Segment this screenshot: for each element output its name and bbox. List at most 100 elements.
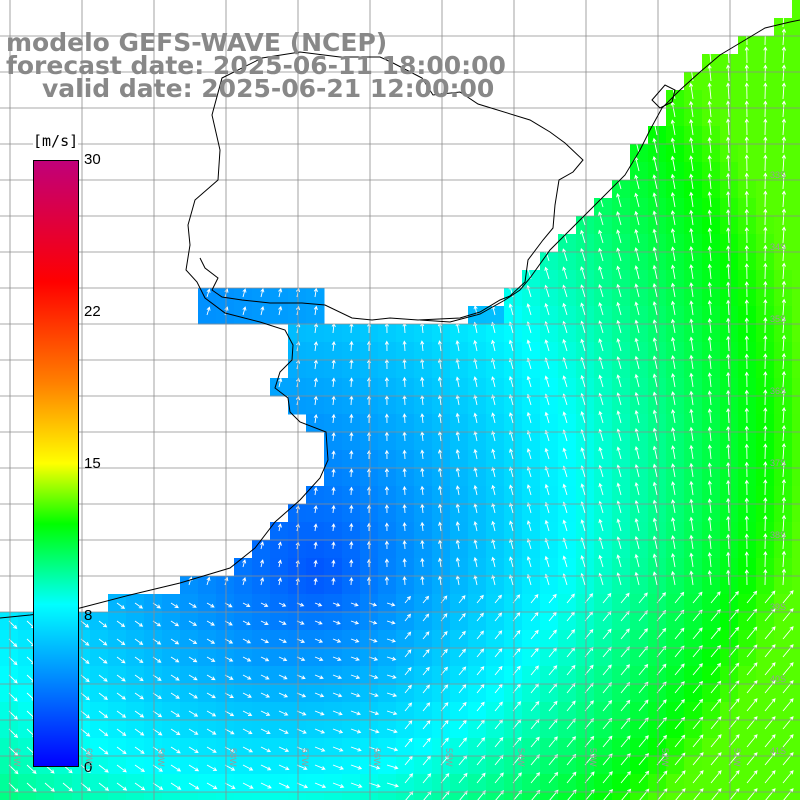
wind-speed-cell <box>468 486 487 505</box>
wind-speed-cell <box>486 774 505 793</box>
wind-speed-cell <box>504 378 523 397</box>
wind-speed-cell <box>594 360 613 379</box>
wind-arrow <box>656 699 667 712</box>
wind-arrow <box>710 716 722 730</box>
wind-arrow <box>656 609 667 622</box>
wind-arrow <box>670 210 676 226</box>
wind-arrow <box>689 426 694 442</box>
wind-speed-cell <box>630 594 649 613</box>
wind-speed-cell <box>792 270 800 289</box>
wind-speed-cell <box>738 324 757 343</box>
wind-speed-cell <box>594 306 613 325</box>
wind-speed-cell <box>432 576 451 595</box>
wind-arrow <box>134 746 145 754</box>
wind-speed-cell <box>612 576 631 595</box>
wind-speed-cell <box>792 108 800 127</box>
wind-speed-cell <box>738 162 757 181</box>
wind-arrow <box>491 304 496 316</box>
wind-speed-cell <box>720 396 739 415</box>
wind-speed-cell <box>792 216 800 235</box>
wind-speed-cell <box>702 306 721 325</box>
wind-arrow <box>548 771 559 784</box>
wind-speed-cell <box>612 414 631 433</box>
wind-arrow <box>598 229 604 244</box>
wind-arrow <box>458 684 467 694</box>
wind-arrow <box>402 485 407 496</box>
wind-arrow <box>242 306 247 316</box>
wind-speed-cell <box>792 594 800 613</box>
wind-speed-cell <box>666 90 685 109</box>
wind-arrow <box>726 263 731 280</box>
wind-arrow <box>620 699 631 712</box>
wind-speed-cell <box>720 360 739 379</box>
wind-speed-cell <box>666 540 685 559</box>
wind-speed-cell <box>720 414 739 433</box>
wind-arrow <box>116 710 127 718</box>
wind-speed-cell <box>702 90 721 109</box>
wind-arrow <box>744 335 749 352</box>
wind-arrow <box>152 782 164 790</box>
wind-arrow <box>744 28 749 46</box>
wind-speed-cell <box>792 396 800 415</box>
wind-arrow <box>530 772 541 784</box>
wind-speed-cell <box>612 486 631 505</box>
wind-arrow <box>652 445 658 460</box>
wind-arrow <box>332 710 343 716</box>
wind-arrow <box>116 746 127 755</box>
wind-arrow <box>349 431 354 442</box>
wind-arrow <box>455 394 460 406</box>
wind-arrow <box>152 764 163 772</box>
wind-speed-cell <box>558 450 577 469</box>
wind-arrow <box>781 568 787 586</box>
wind-arrow <box>781 442 786 460</box>
wind-speed-cell <box>468 522 487 541</box>
wind-arrow <box>349 413 354 424</box>
wind-speed-cell <box>774 594 793 613</box>
wind-arrow <box>170 674 180 681</box>
wind-speed-cell <box>738 522 757 541</box>
wind-speed-cell <box>684 90 703 109</box>
wind-speed-cell <box>342 468 361 487</box>
wind-speed-cell <box>720 630 739 649</box>
wind-speed-cell <box>522 324 541 343</box>
wind-speed-cell <box>720 432 739 451</box>
wind-arrow <box>781 226 787 244</box>
wind-speed-cell <box>702 720 721 739</box>
wind-arrow <box>652 463 658 478</box>
wind-speed-cell <box>792 180 800 199</box>
wind-arrow <box>764 716 776 730</box>
wind-speed-cell <box>468 702 487 721</box>
wind-arrow <box>598 320 604 334</box>
wind-arrow <box>508 339 514 352</box>
wind-speed-cell <box>468 378 487 397</box>
wind-arrow <box>707 354 712 370</box>
wind-arrow <box>331 541 336 550</box>
wind-arrow <box>402 413 407 424</box>
wind-speed-cell <box>576 306 595 325</box>
wind-speed-cell <box>504 540 523 559</box>
wind-arrow <box>616 192 622 208</box>
wind-speed-cell <box>648 630 667 649</box>
wind-speed-cell <box>36 792 55 800</box>
wind-speed-cell <box>648 774 667 793</box>
wind-speed-cell <box>684 234 703 253</box>
wind-arrow <box>242 710 253 716</box>
wind-speed-cell <box>414 504 433 523</box>
wind-arrow <box>726 82 731 100</box>
wind-arrow <box>278 764 290 771</box>
wind-arrow <box>763 425 768 442</box>
wind-arrow <box>638 645 649 658</box>
wind-speed-cell <box>774 558 793 577</box>
wind-arrow <box>206 764 218 771</box>
wind-arrow <box>689 100 694 118</box>
wind-arrow <box>726 245 731 262</box>
wind-arrow <box>707 390 712 406</box>
wind-speed-cell <box>414 594 433 613</box>
wind-speed-cell <box>558 720 577 739</box>
wind-arrow <box>657 788 668 800</box>
wind-arrow <box>764 662 776 676</box>
wind-speed-cell <box>576 576 595 595</box>
wind-arrow <box>473 556 478 568</box>
wind-speed-cell <box>324 414 343 433</box>
wind-speed-cell <box>270 306 289 325</box>
